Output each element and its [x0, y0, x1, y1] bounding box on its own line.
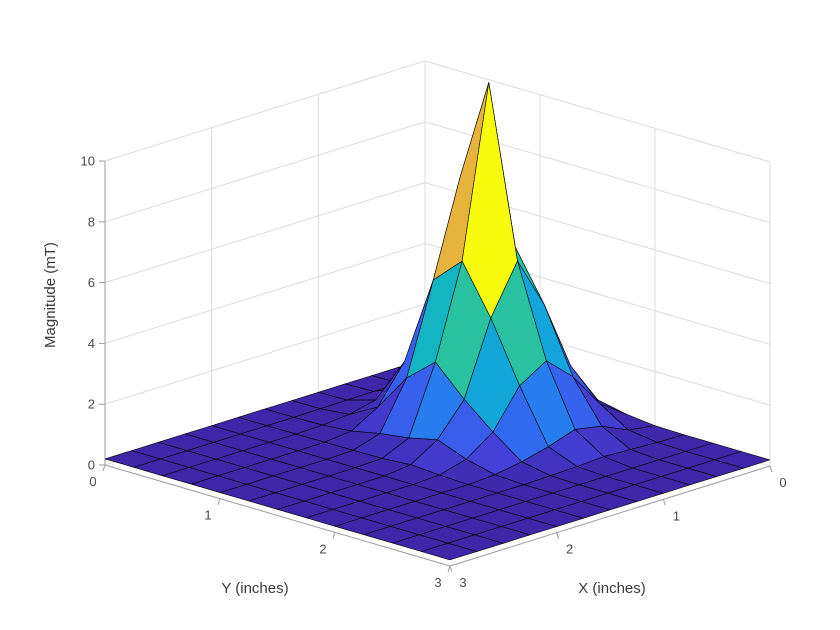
x-axis-label: X (inches)	[578, 580, 646, 597]
x-tick-label: 2	[566, 542, 573, 557]
axis-rulers	[104, 161, 771, 567]
x-tick	[662, 499, 666, 506]
surface-mesh	[104, 82, 771, 561]
y-axis-label: Y (inches)	[221, 580, 289, 597]
surface-face	[420, 542, 478, 561]
z-tick-label: 4	[88, 336, 95, 351]
x-tick	[449, 565, 453, 573]
grid-line	[104, 182, 426, 284]
y-tick	[217, 498, 221, 505]
tick-labels: 0 2 4 6 8 10 0 1 2 3 0 1 2 3	[81, 154, 787, 591]
grid-line	[424, 60, 771, 163]
x-axis-line	[449, 465, 771, 567]
grid-line	[104, 60, 426, 162]
x-tick	[556, 532, 560, 539]
y-tick-label: 1	[204, 508, 211, 523]
z-tick-label: 0	[88, 458, 95, 473]
z-tick-label: 2	[88, 397, 95, 412]
y-tick	[447, 565, 451, 573]
y-tick-label: 3	[434, 575, 441, 590]
y-tick	[332, 532, 336, 539]
x-tick	[769, 465, 773, 473]
grid-line	[104, 242, 426, 344]
z-tick-label: 6	[88, 275, 95, 290]
z-tick-label: 8	[88, 214, 95, 229]
y-tick-label: 0	[89, 474, 96, 489]
x-tick-label: 1	[673, 508, 680, 523]
x-tick-label: 3	[459, 575, 466, 590]
z-axis-label: Magnitude (mT)	[42, 242, 59, 348]
z-tick-label: 10	[81, 154, 95, 169]
y-axis-line	[104, 464, 451, 567]
y-tick-label: 2	[319, 541, 326, 556]
y-tick	[102, 464, 106, 472]
grid-line	[104, 121, 426, 223]
x-tick-label: 0	[779, 475, 786, 490]
grid-line	[104, 303, 426, 405]
